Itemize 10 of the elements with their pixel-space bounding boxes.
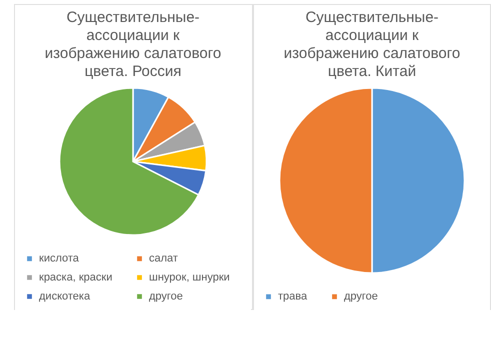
legend-label: краска, краски [39, 272, 112, 284]
legend-label: кислота [39, 252, 80, 265]
legend-label: трава [278, 290, 308, 303]
legend-label: другое [344, 290, 378, 303]
chart-title: Существительные-ассоциации к изображению салатового цвета. Россия [44, 9, 222, 80]
legend-label: дискотека [39, 290, 91, 302]
chart-title: Существительные-ассоциации к изображению салатового цвета. Китай [283, 9, 460, 80]
legend-label: шнурок, шнурки [149, 272, 230, 284]
legend-label: салат [149, 252, 178, 265]
legend-label: другое [149, 290, 183, 302]
